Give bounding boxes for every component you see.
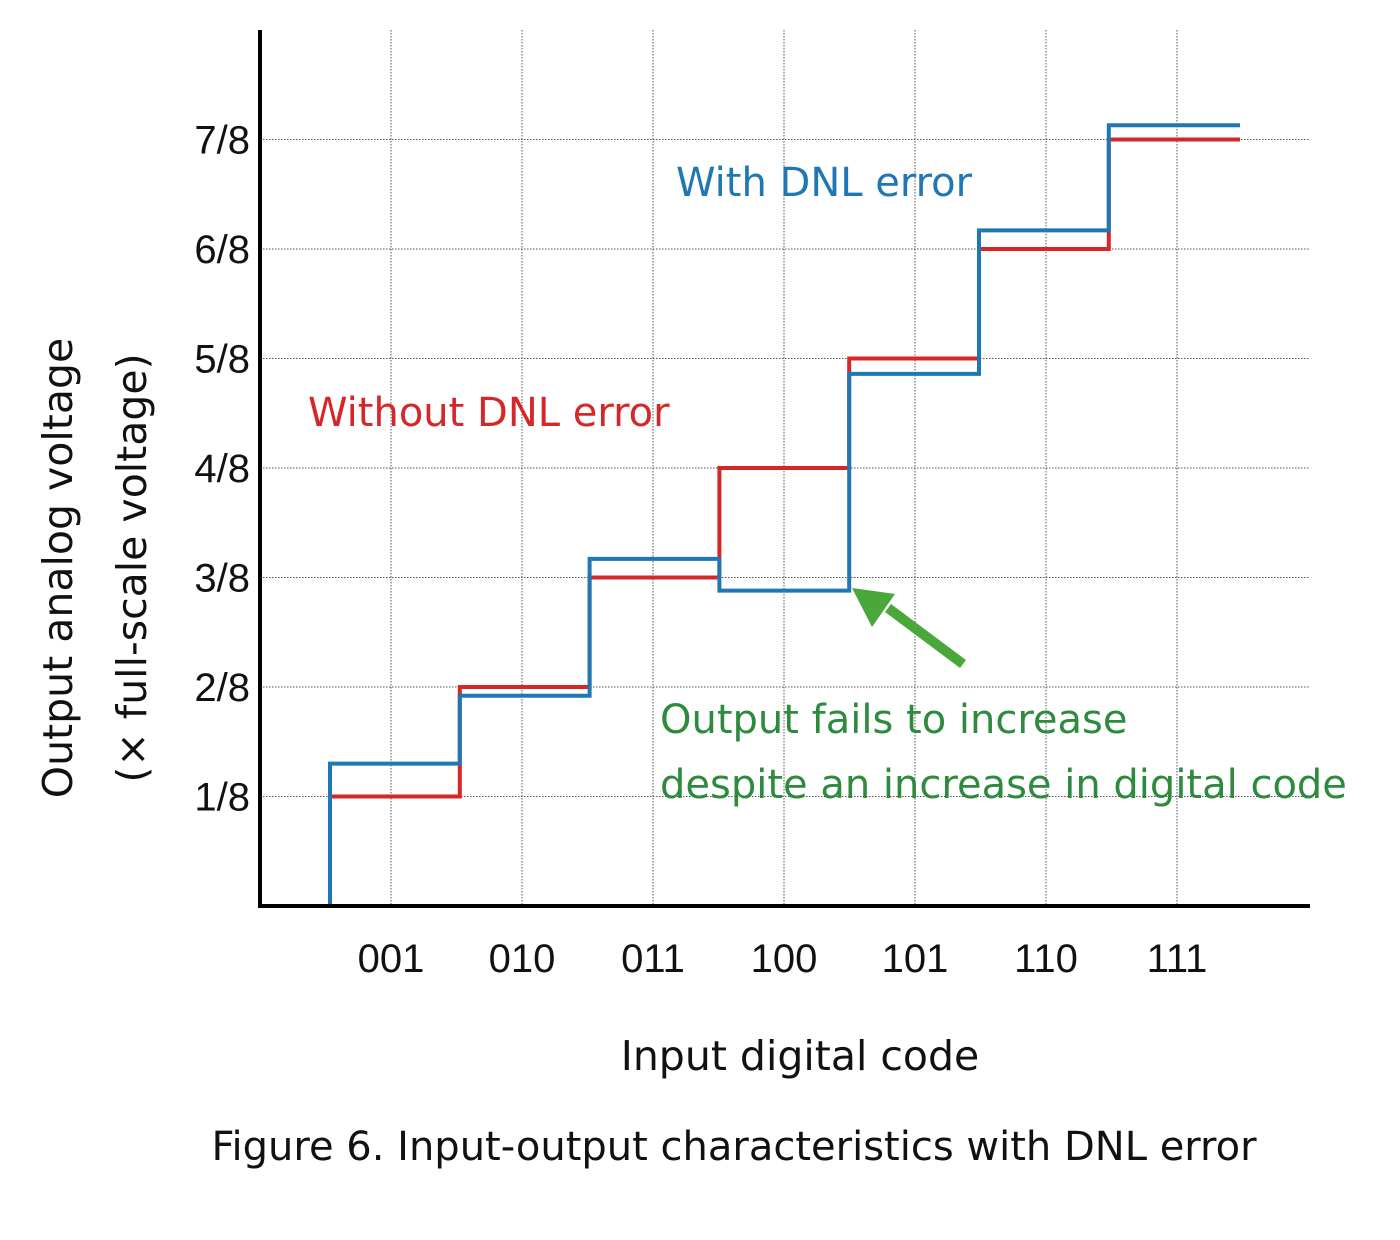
y-tick-label: 2/8 (194, 666, 250, 710)
y-tick-label: 6/8 (194, 228, 250, 272)
tick-labels: 1/8 2/8 3/8 4/8 5/8 6/8 7/8 001 010 011 100 101 110 1… (194, 119, 1207, 982)
y-axis-title-line2: (× full-scale voltage) (108, 353, 156, 782)
y-tick-label: 5/8 (194, 338, 250, 382)
x-tick-label: 111 (1147, 937, 1208, 981)
x-tick-label: 001 (358, 937, 425, 981)
legend-label-with-dnl: With DNL error (676, 160, 973, 206)
axes (258, 30, 1310, 908)
x-axis-title: Input digital code (621, 1032, 980, 1080)
series-lines (260, 123, 1240, 908)
y-axis-title-line1: Output analog voltage (34, 338, 82, 798)
y-tick-label: 4/8 (194, 447, 250, 491)
y-tick-label: 7/8 (194, 119, 250, 163)
y-tick-label: 3/8 (194, 557, 250, 601)
x-tick-label: 100 (751, 937, 818, 981)
x-tick-label: 101 (882, 937, 949, 981)
series-without-dnl-line (260, 137, 1240, 908)
y-tick-label: 1/8 (194, 776, 250, 820)
x-tick-label: 010 (489, 937, 556, 981)
x-tick-label: 011 (621, 937, 685, 981)
legend-label-without-dnl: Without DNL error (308, 390, 670, 436)
series-with-dnl-line (260, 123, 1240, 908)
annotation-text-line2: despite an increase in digital code (660, 762, 1347, 808)
annotation-text-line1: Output fails to increase (660, 697, 1128, 743)
figure-caption: Figure 6. Input-output characteristics w… (211, 1124, 1257, 1170)
x-tick-label: 110 (1014, 937, 1078, 981)
annotation-arrow (852, 588, 966, 669)
